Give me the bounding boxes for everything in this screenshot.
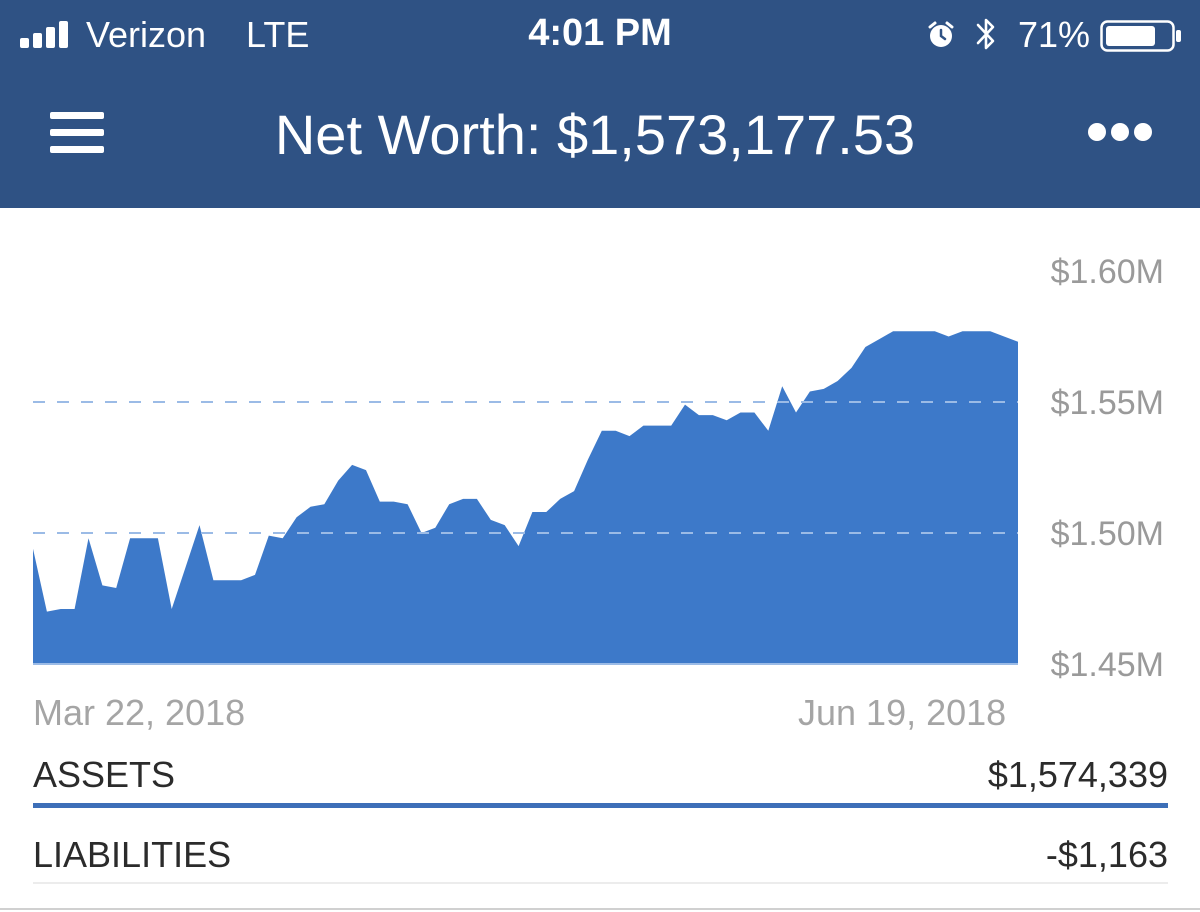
chart-y-axis: $1.45M $1.50M $1.55M $1.60M — [1051, 253, 1164, 684]
liabilities-divider — [33, 882, 1168, 884]
page-title: Net Worth: $1,573,177.53 — [274, 103, 916, 166]
assets-label: ASSETS — [33, 754, 176, 795]
chart-area-series — [33, 331, 1018, 664]
status-bar: Verizon LTE 4:01 PM 71% — [0, 0, 1200, 72]
liabilities-label: LIABILITIES — [33, 834, 232, 875]
y-tick-label: $1.60M — [1051, 253, 1164, 291]
net-worth-area — [33, 331, 1018, 664]
battery-icon — [1100, 20, 1181, 52]
more-dots-icon[interactable] — [1088, 122, 1154, 146]
assets-value: $1,574,339 — [987, 754, 1168, 795]
liabilities-value: -$1,163 — [1045, 834, 1168, 875]
bluetooth-icon — [976, 18, 995, 50]
bottom-divider — [0, 908, 1200, 910]
signal-bars-icon — [20, 20, 72, 48]
x-axis-start-label: Mar 22, 2018 — [33, 692, 246, 733]
y-tick-label: $1.55M — [1051, 384, 1164, 422]
status-time: 4:01 PM — [528, 12, 672, 54]
app-header: Net Worth: $1,573,177.53 — [0, 72, 1200, 208]
network-type: LTE — [246, 14, 310, 55]
x-axis-end-label: Jun 19, 2018 — [798, 692, 1007, 733]
assets-tab-indicator — [33, 803, 1168, 808]
net-worth-chart[interactable]: $1.45M $1.50M $1.55M $1.60M — [0, 208, 1200, 688]
alarm-clock-icon — [928, 21, 954, 47]
hamburger-menu-icon[interactable] — [50, 108, 106, 158]
battery-percent: 71% — [1018, 14, 1091, 55]
carrier-name: Verizon — [86, 14, 207, 55]
y-tick-label: $1.45M — [1051, 646, 1164, 684]
y-tick-label: $1.50M — [1051, 515, 1164, 553]
chart-gridline-overlay — [33, 401, 1018, 665]
